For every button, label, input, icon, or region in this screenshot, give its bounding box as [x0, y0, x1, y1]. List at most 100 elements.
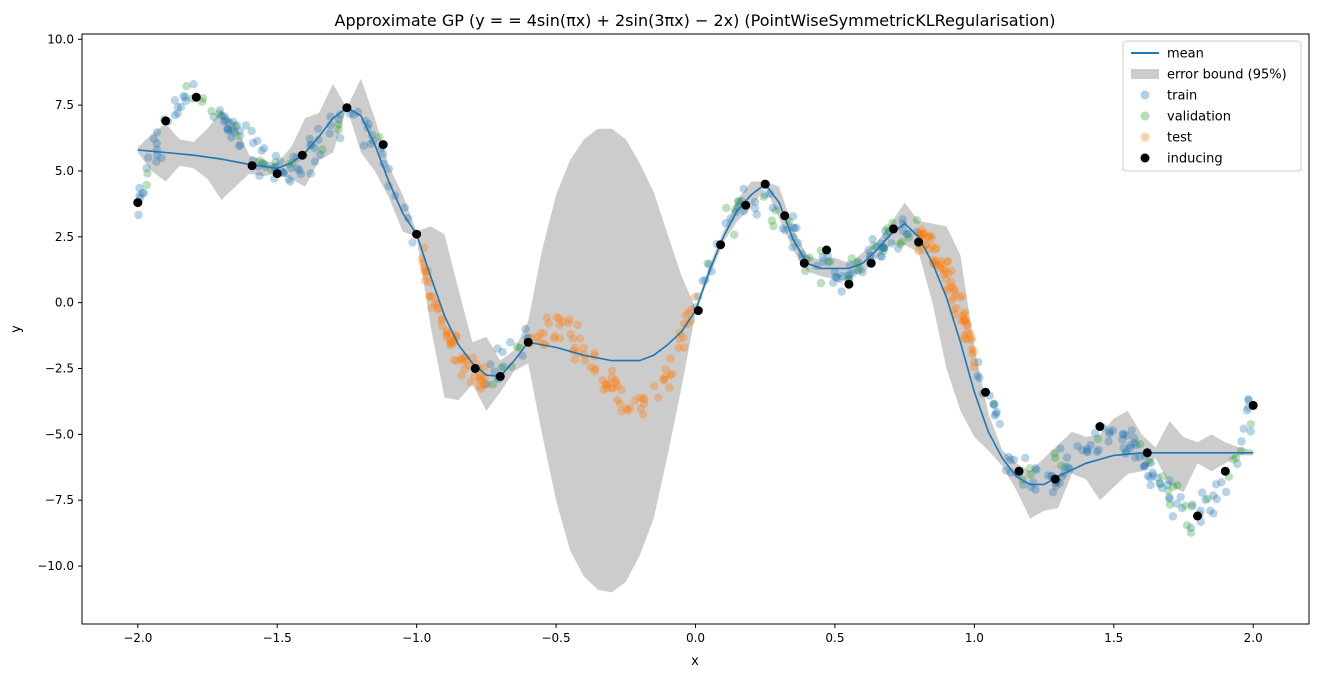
inducing-point [1220, 466, 1230, 476]
train-point [257, 146, 266, 155]
test-point [947, 296, 956, 305]
train-point [176, 102, 186, 112]
inducing-point [1014, 466, 1024, 476]
train-point [1206, 506, 1215, 515]
train-point [219, 117, 229, 126]
train-point [142, 164, 151, 173]
test-point [428, 292, 437, 301]
train-point [830, 268, 840, 277]
legend-error_band-label: error bound (95%) [1167, 68, 1287, 83]
train-point [1177, 503, 1187, 513]
train-point [788, 212, 798, 221]
validation-point [733, 197, 743, 206]
test-point [936, 264, 945, 273]
validation-point [1026, 470, 1035, 479]
inducing-point [799, 258, 809, 268]
train-point [1031, 464, 1040, 473]
inducing-point [297, 150, 307, 160]
train-point [232, 121, 241, 130]
inducing-point [1248, 400, 1258, 410]
test-point [666, 370, 675, 380]
test-point [630, 396, 640, 405]
test-point [590, 349, 599, 358]
train-point [403, 214, 413, 223]
test-point [958, 312, 967, 321]
train-point [879, 243, 889, 253]
test-point [452, 331, 461, 340]
validation-point [869, 241, 878, 250]
train-point [837, 287, 846, 296]
train-point [1104, 437, 1113, 446]
train-point [1119, 443, 1128, 453]
train-point [1146, 481, 1155, 490]
train-point [974, 357, 983, 367]
train-point [134, 210, 143, 220]
train-point [1044, 471, 1053, 480]
test-point [590, 366, 599, 376]
validation-point [334, 120, 343, 129]
train-point [279, 168, 288, 177]
test-point [536, 329, 545, 338]
test-point [947, 277, 956, 287]
train-point [818, 253, 827, 262]
test-point [674, 343, 683, 352]
train-point [1237, 437, 1246, 446]
train-point [818, 257, 828, 266]
test-point [466, 378, 475, 387]
test-point [446, 341, 455, 350]
test-point [476, 384, 486, 393]
inducing-point [844, 279, 854, 289]
validation-point [507, 362, 516, 371]
test-point [690, 292, 699, 302]
train-point [1139, 462, 1149, 471]
train-point [1176, 492, 1185, 502]
train-point [877, 239, 886, 248]
y-tick-label: 2.5 [55, 230, 74, 244]
inducing-point [741, 200, 751, 210]
train-point [152, 139, 161, 148]
test-point [969, 346, 978, 356]
train-point [306, 169, 315, 178]
train-point [310, 157, 320, 166]
train-point [864, 245, 873, 255]
test-point [579, 343, 588, 353]
inducing-point [780, 211, 790, 221]
train-point [486, 360, 495, 369]
inducing-point [1050, 474, 1060, 484]
train-point [1028, 478, 1038, 487]
test-point [459, 353, 468, 362]
test-point [460, 364, 469, 374]
test-point [542, 313, 552, 322]
inducing-point [412, 229, 422, 239]
train-point [241, 121, 251, 130]
chart-title: Approximate GP (y = = 4sin(πx) + 2sin(3π… [335, 11, 1056, 30]
train-point [1119, 430, 1128, 439]
train-point [835, 274, 844, 283]
train-point [235, 126, 244, 136]
validation-point [1164, 486, 1173, 495]
test-point [480, 380, 489, 389]
validation-point [1173, 481, 1182, 490]
x-tick-label: −1.5 [263, 631, 292, 645]
train-point [989, 400, 998, 409]
test-point [635, 393, 644, 403]
inducing-point [716, 240, 726, 250]
train-point [832, 273, 841, 283]
train-point [898, 215, 907, 224]
test-point [941, 275, 951, 284]
inducing-point [133, 198, 143, 208]
test-point [925, 244, 934, 254]
test-point [608, 366, 617, 375]
train-point [1146, 473, 1155, 482]
validation-point [897, 237, 907, 247]
train-point [837, 271, 847, 281]
train-point [1092, 447, 1102, 456]
x-tick-label: 2.0 [1244, 631, 1263, 645]
test-point [943, 283, 952, 293]
test-point [675, 334, 684, 344]
train-point [223, 124, 232, 134]
train-point [259, 144, 269, 153]
train-point [1004, 452, 1013, 462]
test-point [960, 334, 969, 343]
